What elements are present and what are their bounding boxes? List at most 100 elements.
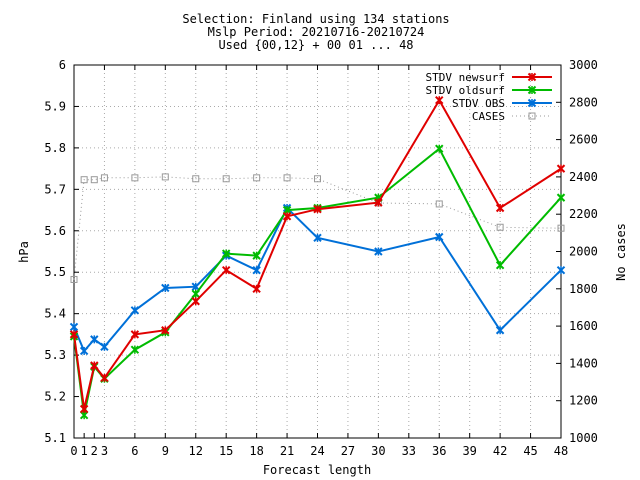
x-tick-label: 39 xyxy=(462,444,476,458)
legend-marker xyxy=(527,85,537,95)
data-point xyxy=(191,289,200,298)
data-point xyxy=(130,306,140,315)
data-point xyxy=(435,232,444,242)
series-line xyxy=(73,98,562,410)
legend-label: STDV newsurf xyxy=(426,71,505,84)
data-point xyxy=(314,175,321,183)
x-tick-label: 36 xyxy=(432,444,446,458)
y2-tick-label: 2400 xyxy=(569,170,598,184)
y-tick-label: 6 xyxy=(59,58,66,72)
data-point xyxy=(282,212,292,221)
data-point xyxy=(252,284,261,294)
data-point xyxy=(90,176,98,184)
data-point xyxy=(374,247,383,256)
data-point xyxy=(161,283,170,293)
x-tick-label: 21 xyxy=(280,444,294,458)
data-point xyxy=(283,174,291,182)
legend-item: CASES xyxy=(472,110,552,123)
data-point xyxy=(252,251,261,260)
y2-tick-label: 1800 xyxy=(569,282,598,296)
x-tick-label: 48 xyxy=(554,444,568,458)
data-point xyxy=(80,176,88,184)
x-tick-label: 9 xyxy=(162,444,169,458)
data-point xyxy=(221,249,231,258)
x-tick-label: 18 xyxy=(249,444,263,458)
legend-item: STDV newsurf xyxy=(426,71,552,84)
x-tick-label: 1 xyxy=(81,444,88,458)
data-point xyxy=(374,198,383,207)
x-tick-label: 12 xyxy=(189,444,203,458)
legend-item: STDV OBS xyxy=(452,97,552,110)
x-tick-label: 6 xyxy=(131,444,138,458)
data-point xyxy=(90,335,99,344)
y-tick-label: 5.4 xyxy=(44,307,66,321)
data-point xyxy=(435,200,443,208)
data-point xyxy=(556,193,566,202)
y-tick-label: 5.3 xyxy=(44,348,66,362)
data-point xyxy=(161,326,170,335)
data-point xyxy=(69,322,79,332)
x-tick-label: 42 xyxy=(493,444,507,458)
data-point xyxy=(90,361,99,370)
data-point xyxy=(130,330,140,339)
data-point xyxy=(191,282,200,291)
data-point xyxy=(313,205,322,214)
data-point xyxy=(100,373,109,383)
x-tick-label: 3 xyxy=(101,444,108,458)
y2-tick-label: 2200 xyxy=(569,207,598,221)
y-tick-label: 5.5 xyxy=(44,265,66,279)
y-tick-label: 5.7 xyxy=(44,182,66,196)
x-tick-label: 45 xyxy=(523,444,537,458)
data-point xyxy=(252,265,261,275)
data-point xyxy=(435,144,444,153)
x-tick-label: 33 xyxy=(402,444,416,458)
title-line-3: Used {00,12} + 00 01 ... 48 xyxy=(218,38,413,52)
legend-label: CASES xyxy=(472,110,505,123)
y2-tick-label: 1400 xyxy=(569,356,598,370)
data-point xyxy=(79,404,89,414)
data-point xyxy=(70,275,78,283)
data-point xyxy=(192,175,200,183)
series-stdv-newsurf xyxy=(69,96,566,414)
data-point xyxy=(221,265,231,275)
legend-marker xyxy=(527,98,537,108)
y2-tick-label: 1200 xyxy=(569,394,598,408)
y2-tick-label: 1000 xyxy=(569,431,598,445)
y2-tick-label: 2800 xyxy=(569,95,598,109)
data-point xyxy=(495,326,505,335)
legend-marker xyxy=(528,112,536,120)
data-point xyxy=(222,175,230,183)
data-point xyxy=(191,297,200,306)
legend-label: STDV OBS xyxy=(452,97,505,110)
data-point xyxy=(130,345,140,354)
data-point xyxy=(100,174,108,182)
legend-label: STDV oldsurf xyxy=(426,84,505,97)
axes: 0 3 6 9 12 15 18 21 24 27 30 33 36 39 42 45 481 25.15.25.… xyxy=(44,58,598,458)
y-tick-label: 5.1 xyxy=(44,431,66,445)
data-point xyxy=(161,173,169,181)
data-point xyxy=(495,203,505,213)
data-point xyxy=(253,174,261,182)
data-point xyxy=(556,164,566,173)
series-line xyxy=(73,176,562,280)
data-point xyxy=(79,346,89,356)
y2-tick-label: 1600 xyxy=(569,319,598,333)
data-point xyxy=(313,233,322,243)
title-line-1: Selection: Finland using 134 stations xyxy=(182,12,449,26)
y-tick-label: 5.9 xyxy=(44,99,66,113)
data-point xyxy=(495,260,505,270)
y2-tick-label: 2000 xyxy=(569,245,598,259)
data-point xyxy=(557,224,565,232)
y2-tick-label: 2600 xyxy=(569,133,598,147)
chart-titles: Selection: Finland using 134 stations Ms… xyxy=(182,12,449,52)
data-point xyxy=(131,174,139,182)
series-layer xyxy=(69,96,566,420)
y2-tick-label: 3000 xyxy=(569,58,598,72)
data-point xyxy=(69,330,79,339)
x-tick-label: 15 xyxy=(219,444,233,458)
y-axis-label: hPa xyxy=(17,241,31,263)
data-point xyxy=(556,265,566,275)
